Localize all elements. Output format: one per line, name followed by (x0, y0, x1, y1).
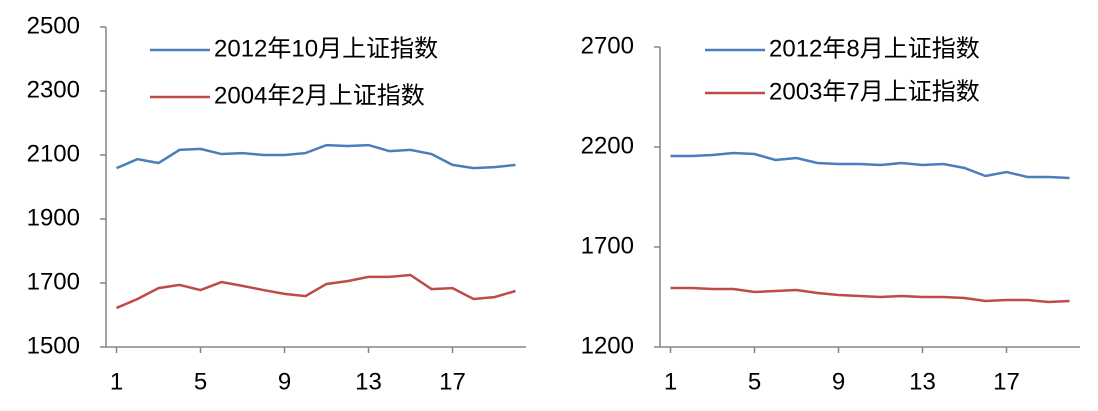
x-tick-label: 5 (748, 368, 761, 395)
x-tick-label: 1 (664, 368, 677, 395)
y-tick-label: 2100 (27, 140, 80, 167)
y-tick-label: 2500 (27, 12, 80, 39)
y-tick-label: 1900 (27, 204, 80, 231)
series-line (670, 151, 1070, 180)
x-tick-label: 9 (278, 368, 291, 395)
x-tick-label: 5 (194, 368, 207, 395)
x-tick-label: 13 (355, 368, 382, 395)
y-tick-label: 2700 (581, 32, 634, 59)
series-line (116, 143, 516, 170)
x-tick-label: 17 (439, 368, 466, 395)
legend-label: 2012年10月上证指数 (214, 35, 438, 62)
x-tick-label: 13 (909, 368, 936, 395)
legend-label: 2012年8月上证指数 (769, 35, 980, 62)
x-tick-label: 1 (110, 368, 123, 395)
series-line (116, 273, 516, 310)
y-tick-label: 2200 (581, 132, 634, 159)
y-tick-label: 1700 (581, 232, 634, 259)
y-tick-label: 1500 (27, 332, 80, 359)
x-tick-label: 17 (993, 368, 1020, 395)
y-tick-label: 1200 (581, 332, 634, 359)
legend-label: 2004年2月上证指数 (214, 82, 425, 109)
y-tick-label: 1700 (27, 268, 80, 295)
series-line (670, 286, 1070, 304)
y-tick-label: 2300 (27, 76, 80, 103)
x-tick-label: 9 (832, 368, 845, 395)
legend-label: 2003年7月上证指数 (769, 78, 980, 105)
